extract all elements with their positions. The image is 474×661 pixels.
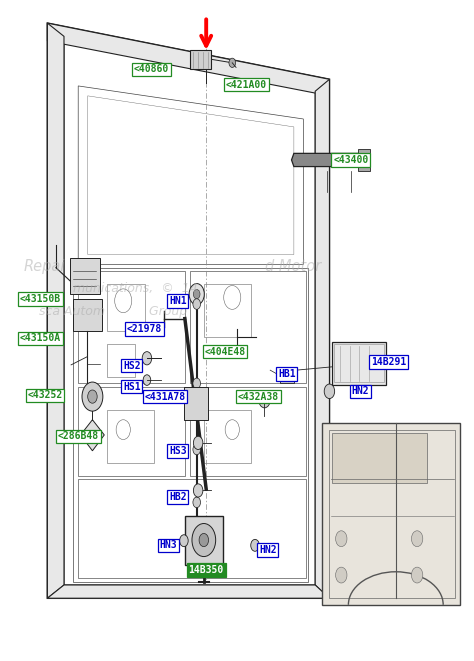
Circle shape	[193, 436, 203, 449]
Bar	[107, 410, 154, 463]
Circle shape	[259, 392, 270, 408]
Text: HS1: HS1	[123, 381, 141, 392]
Bar	[107, 284, 145, 330]
Circle shape	[199, 533, 209, 547]
Text: <43252: <43252	[27, 390, 63, 401]
Text: HN3: HN3	[159, 540, 177, 551]
Text: <286B48: <286B48	[58, 431, 99, 442]
Text: d Motor: d Motor	[265, 259, 322, 274]
Circle shape	[336, 531, 347, 547]
Text: <432A38: <432A38	[238, 391, 279, 402]
Text: <404E48: <404E48	[205, 346, 246, 357]
Polygon shape	[322, 423, 460, 605]
Text: <40860: <40860	[134, 64, 169, 75]
Polygon shape	[70, 258, 100, 294]
Text: <421A00: <421A00	[226, 79, 267, 90]
Text: HN2: HN2	[259, 545, 277, 555]
Bar	[107, 344, 135, 377]
Text: <43150B: <43150B	[20, 293, 61, 304]
Circle shape	[193, 378, 201, 389]
Bar	[332, 342, 386, 385]
Circle shape	[180, 535, 188, 547]
Text: munications,  ©  14,: munications, © 14,	[73, 282, 202, 295]
Circle shape	[324, 384, 335, 399]
Text: HB2: HB2	[169, 492, 187, 502]
Bar	[358, 149, 370, 171]
Circle shape	[88, 390, 97, 403]
Circle shape	[229, 58, 236, 67]
Text: HS3: HS3	[169, 446, 187, 456]
Bar	[334, 344, 384, 382]
Circle shape	[193, 497, 201, 508]
Polygon shape	[81, 420, 104, 451]
Bar	[184, 387, 208, 420]
Circle shape	[142, 352, 152, 365]
Text: <43150A: <43150A	[20, 333, 61, 344]
Circle shape	[411, 567, 423, 583]
Bar	[190, 50, 211, 69]
Text: <431A78: <431A78	[145, 391, 185, 402]
Polygon shape	[47, 585, 329, 598]
Text: <43400: <43400	[333, 155, 368, 165]
Text: Repai: Repai	[24, 259, 65, 274]
Circle shape	[192, 524, 216, 557]
Polygon shape	[73, 299, 102, 330]
Circle shape	[143, 375, 151, 385]
Text: 14B350: 14B350	[189, 564, 224, 575]
Circle shape	[189, 284, 204, 305]
Text: <21978: <21978	[127, 324, 162, 334]
Polygon shape	[47, 23, 64, 598]
Text: HS2: HS2	[123, 360, 141, 371]
Text: 14B291: 14B291	[371, 357, 406, 368]
Bar	[280, 367, 294, 383]
Circle shape	[193, 299, 201, 309]
Bar	[332, 433, 427, 483]
Text: sca Autom           Group: sca Autom Group	[39, 305, 187, 318]
Polygon shape	[315, 79, 329, 598]
Circle shape	[193, 290, 200, 299]
Text: HB1: HB1	[278, 369, 296, 379]
Circle shape	[193, 484, 203, 497]
Text: HN2: HN2	[351, 386, 369, 397]
Text: HN1: HN1	[169, 295, 187, 306]
Polygon shape	[292, 153, 363, 167]
Circle shape	[193, 444, 201, 455]
Circle shape	[336, 567, 347, 583]
Circle shape	[411, 531, 423, 547]
Circle shape	[90, 431, 95, 439]
Circle shape	[251, 539, 259, 551]
Bar	[204, 410, 251, 463]
Bar	[204, 284, 251, 337]
Polygon shape	[47, 23, 329, 96]
Circle shape	[82, 382, 103, 411]
Bar	[185, 516, 223, 565]
